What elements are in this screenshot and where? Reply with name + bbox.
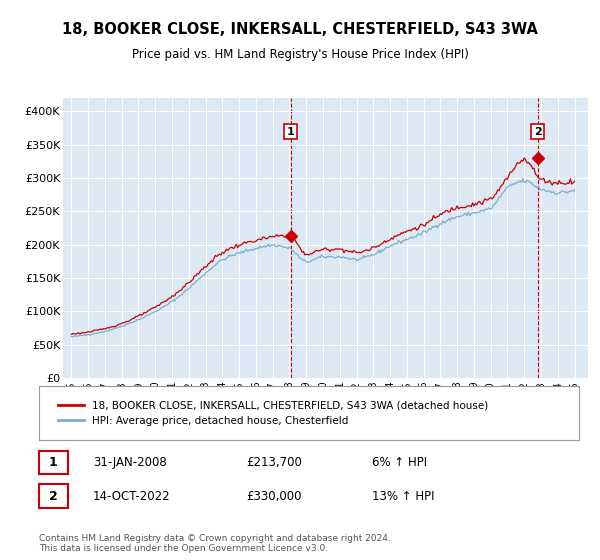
Text: £330,000: £330,000: [246, 489, 302, 503]
Text: 31-JAN-2008: 31-JAN-2008: [93, 456, 167, 469]
Text: 13% ↑ HPI: 13% ↑ HPI: [372, 489, 434, 503]
Text: Contains HM Land Registry data © Crown copyright and database right 2024.
This d: Contains HM Land Registry data © Crown c…: [39, 534, 391, 553]
Text: 18, BOOKER CLOSE, INKERSALL, CHESTERFIELD, S43 3WA: 18, BOOKER CLOSE, INKERSALL, CHESTERFIEL…: [62, 22, 538, 38]
Text: 1: 1: [287, 127, 295, 137]
Text: 2: 2: [533, 127, 541, 137]
Text: 2: 2: [49, 489, 58, 503]
Text: £213,700: £213,700: [246, 456, 302, 469]
Text: 14-OCT-2022: 14-OCT-2022: [93, 489, 170, 503]
Text: Price paid vs. HM Land Registry's House Price Index (HPI): Price paid vs. HM Land Registry's House …: [131, 48, 469, 60]
Text: 6% ↑ HPI: 6% ↑ HPI: [372, 456, 427, 469]
Text: 1: 1: [49, 456, 58, 469]
Legend: 18, BOOKER CLOSE, INKERSALL, CHESTERFIELD, S43 3WA (detached house), HPI: Averag: 18, BOOKER CLOSE, INKERSALL, CHESTERFIEL…: [50, 392, 497, 434]
